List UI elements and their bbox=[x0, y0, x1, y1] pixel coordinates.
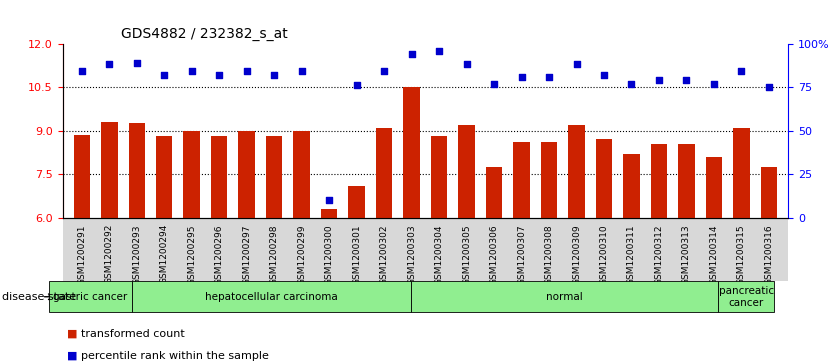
Text: disease state: disease state bbox=[2, 292, 76, 302]
Bar bbox=[321, 209, 338, 218]
Bar bbox=[294, 131, 310, 218]
Point bbox=[597, 72, 610, 78]
Bar bbox=[101, 122, 118, 218]
Point bbox=[625, 81, 638, 86]
Text: normal: normal bbox=[546, 292, 583, 302]
Bar bbox=[239, 131, 255, 218]
Point bbox=[185, 69, 198, 74]
Bar bbox=[733, 128, 750, 218]
Point bbox=[680, 77, 693, 83]
Point bbox=[268, 72, 281, 78]
Point bbox=[432, 48, 445, 53]
Point bbox=[103, 62, 116, 68]
Bar bbox=[513, 142, 530, 218]
Text: hepatocellular carcinoma: hepatocellular carcinoma bbox=[205, 292, 339, 302]
Bar bbox=[459, 125, 475, 218]
Point bbox=[240, 69, 254, 74]
Bar bbox=[376, 128, 392, 218]
Bar bbox=[761, 167, 777, 218]
Bar bbox=[623, 154, 640, 218]
Text: ■: ■ bbox=[67, 329, 78, 339]
Bar bbox=[540, 142, 557, 218]
Point bbox=[213, 72, 226, 78]
Bar bbox=[183, 131, 200, 218]
Bar bbox=[431, 136, 447, 218]
Point bbox=[295, 69, 309, 74]
Text: percentile rank within the sample: percentile rank within the sample bbox=[81, 351, 269, 361]
Point bbox=[707, 81, 721, 86]
Text: gastric cancer: gastric cancer bbox=[53, 292, 128, 302]
Point bbox=[130, 60, 143, 66]
Point bbox=[378, 69, 391, 74]
Point bbox=[542, 74, 555, 79]
Bar bbox=[211, 136, 228, 218]
Bar bbox=[595, 139, 612, 218]
Point bbox=[323, 197, 336, 203]
Text: GDS4882 / 232382_s_at: GDS4882 / 232382_s_at bbox=[121, 27, 288, 41]
Bar bbox=[156, 136, 173, 218]
Point bbox=[652, 77, 666, 83]
Point bbox=[158, 72, 171, 78]
Bar bbox=[678, 144, 695, 218]
Point bbox=[460, 62, 473, 68]
Point bbox=[75, 69, 88, 74]
Point bbox=[515, 74, 528, 79]
Point bbox=[487, 81, 500, 86]
Point bbox=[405, 51, 419, 57]
Bar bbox=[266, 136, 283, 218]
Bar bbox=[485, 167, 502, 218]
Bar bbox=[349, 186, 364, 218]
Text: ■: ■ bbox=[67, 351, 78, 361]
Point bbox=[735, 69, 748, 74]
Bar bbox=[128, 123, 145, 218]
Text: pancreatic
cancer: pancreatic cancer bbox=[719, 286, 774, 307]
Bar bbox=[73, 135, 90, 218]
Point bbox=[350, 82, 364, 88]
Point bbox=[762, 84, 776, 90]
Bar bbox=[651, 144, 667, 218]
Point bbox=[570, 62, 583, 68]
Bar bbox=[568, 125, 585, 218]
Bar bbox=[706, 157, 722, 218]
Text: transformed count: transformed count bbox=[81, 329, 184, 339]
Bar bbox=[404, 87, 420, 218]
